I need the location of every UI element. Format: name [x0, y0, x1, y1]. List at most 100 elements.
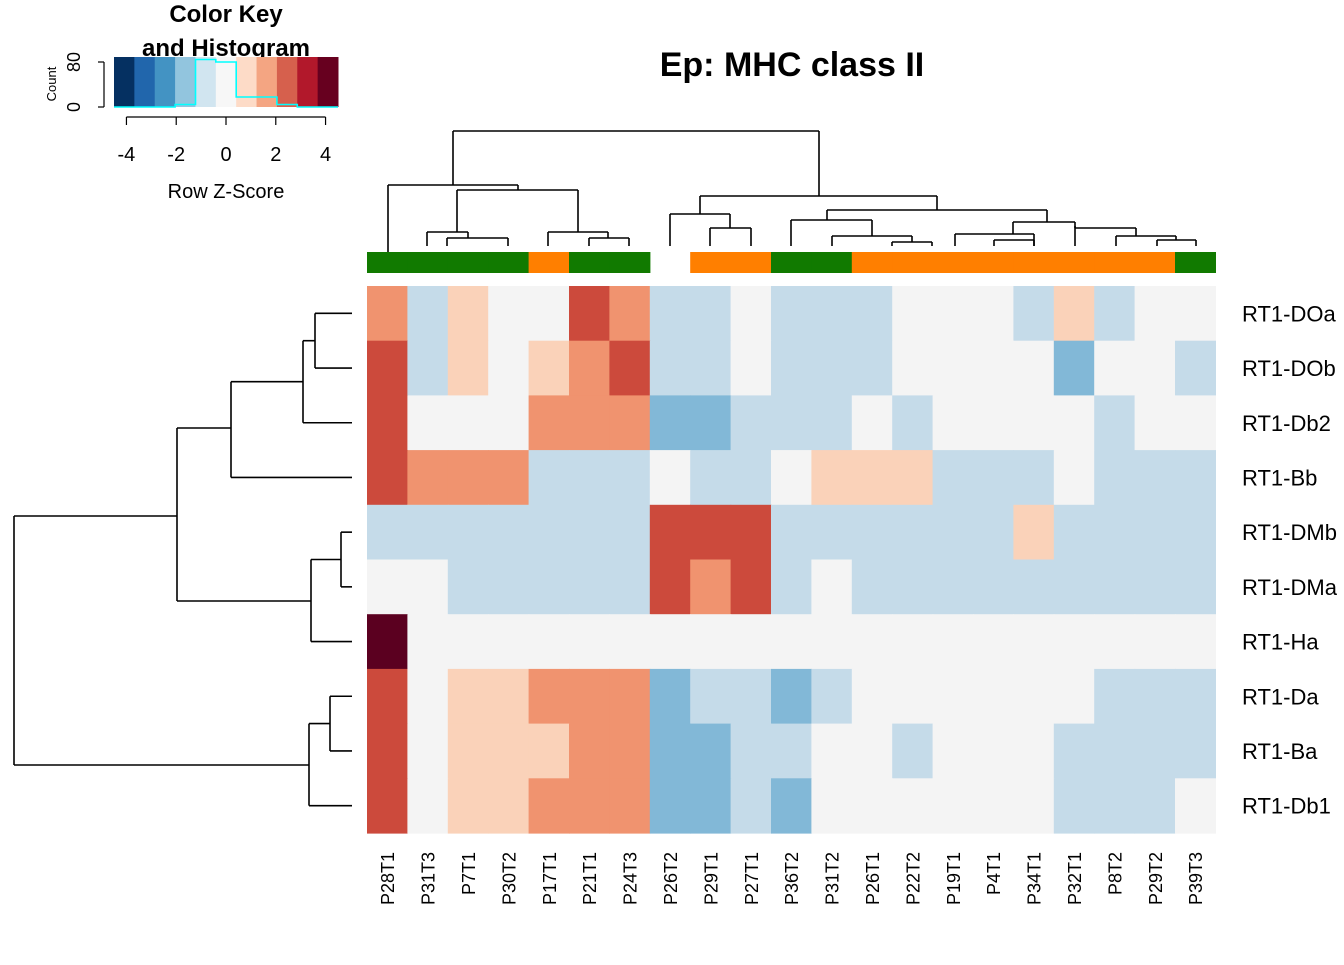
heatmap-cell	[367, 450, 408, 506]
heatmap-cell	[528, 286, 570, 342]
row-label: RT1-Da	[1242, 684, 1319, 709]
heatmap-cell	[1175, 723, 1216, 779]
heatmap-cell	[771, 559, 812, 615]
heatmap-cell	[932, 778, 974, 834]
heatmap-cell	[851, 340, 893, 396]
heatmap-cell	[811, 668, 853, 725]
heatmap-cell	[407, 504, 449, 561]
heatmap-cell	[488, 668, 530, 725]
row-dendrogram	[13, 312, 352, 807]
heatmap-cell	[1053, 668, 1095, 725]
heatmap-cell	[1134, 340, 1176, 396]
column-group-swatch	[1094, 252, 1136, 273]
heatmap-cell	[730, 723, 772, 779]
column-label: P26T2	[661, 852, 681, 905]
heatmap-cell	[730, 614, 772, 670]
heatmap-cells	[367, 286, 1216, 834]
column-label: P32T1	[1065, 852, 1085, 905]
heatmap-cell	[932, 286, 974, 342]
heatmap-cell	[1094, 504, 1136, 561]
heatmap-cell	[973, 395, 1014, 451]
heatmap-cell	[1094, 668, 1136, 725]
heatmap-cell	[528, 778, 570, 834]
heatmap-cell	[649, 778, 691, 834]
column-group-swatch	[609, 252, 651, 273]
heatmap-cell	[528, 614, 570, 670]
row-label: RT1-Ha	[1242, 630, 1319, 655]
heatmap-cell	[649, 286, 691, 342]
heatmap-cell	[367, 614, 408, 670]
heatmap-cell	[771, 395, 812, 451]
color-key-ylabel: Count	[44, 66, 59, 101]
color-key-y-tick-label: 80	[64, 52, 84, 72]
heatmap-cell	[528, 504, 570, 561]
heatmap-cell	[1134, 504, 1176, 561]
heatmap-cell	[649, 559, 691, 615]
histogram-line	[114, 58, 338, 108]
column-label: P19T1	[944, 852, 964, 905]
heatmap-cell	[973, 340, 1014, 396]
heatmap-cell	[447, 504, 489, 561]
heatmap-cell	[690, 559, 732, 615]
heatmap-cell	[1134, 723, 1176, 779]
heatmap-cell	[1175, 286, 1216, 342]
heatmap-cell	[932, 559, 974, 615]
color-key-swatch	[134, 57, 156, 107]
color-key-axes: -4 -2 0 2 4 0 80	[64, 52, 331, 166]
heatmap-cell	[1175, 668, 1216, 725]
heatmap-cell	[811, 395, 853, 451]
heatmap-cell	[690, 778, 732, 834]
color-key-x-tick-label: -2	[167, 144, 185, 166]
heatmap-cell	[649, 504, 691, 561]
heatmap-cell	[1175, 778, 1216, 834]
heatmap-cell	[1053, 340, 1095, 396]
heatmap-cell	[367, 504, 408, 561]
heatmap-cell	[528, 395, 570, 451]
heatmap-cell	[1053, 504, 1095, 561]
heatmap-cell	[649, 668, 691, 725]
heatmap-cell	[1175, 450, 1216, 506]
heatmap-cell	[690, 723, 732, 779]
heatmap-cell	[1013, 395, 1055, 451]
heatmap-cell	[609, 723, 651, 779]
column-label: P39T3	[1186, 852, 1206, 905]
column-label: P29T2	[1146, 852, 1166, 905]
heatmap-cell	[367, 668, 408, 725]
column-label: P8T2	[1105, 852, 1125, 895]
heatmap-cell	[973, 450, 1014, 506]
column-group-swatch	[973, 252, 1014, 273]
heatmap-cell	[367, 559, 408, 615]
chart-title: Ep: MHC class II	[660, 46, 925, 84]
column-label: P29T1	[701, 852, 721, 905]
heatmap-cell	[447, 778, 489, 834]
column-label: P31T3	[419, 852, 439, 905]
heatmap-cell	[1175, 395, 1216, 451]
heatmap-cell	[649, 395, 691, 451]
heatmap-cell	[1053, 395, 1095, 451]
heatmap-cell	[367, 286, 408, 342]
column-label: P17T1	[540, 852, 560, 905]
heatmap-cell	[447, 723, 489, 779]
heatmap-cell	[569, 723, 610, 779]
heatmap-cell	[771, 286, 812, 342]
heatmap-cell	[932, 395, 974, 451]
heatmap-cell	[407, 395, 449, 451]
heatmap-cell	[528, 668, 570, 725]
heatmap-cell	[407, 559, 449, 615]
color-key-xlabel: Row Z-Score	[168, 181, 285, 203]
heatmap-cell	[811, 559, 853, 615]
heatmap-cell	[1134, 450, 1176, 506]
heatmap-cell	[811, 286, 853, 342]
column-group-swatch	[811, 252, 853, 273]
heatmap-cell	[569, 668, 610, 725]
heatmap-cell	[1094, 340, 1136, 396]
column-label: P21T1	[580, 852, 600, 905]
heatmap-cell	[569, 286, 610, 342]
heatmap-cell	[1013, 778, 1055, 834]
color-key-x-tick-label: -4	[118, 144, 136, 166]
color-key-swatch	[317, 57, 339, 107]
column-group-swatch	[407, 252, 449, 273]
heatmap-cell	[649, 450, 691, 506]
heatmap-cell	[1094, 723, 1136, 779]
heatmap-cell	[851, 614, 893, 670]
